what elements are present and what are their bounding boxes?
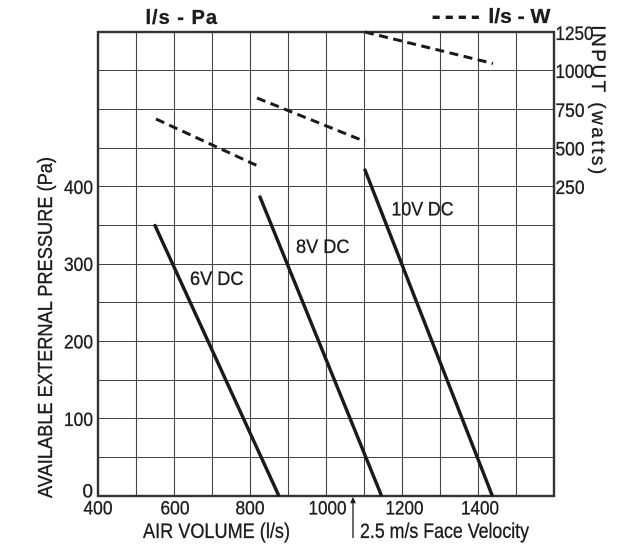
svg-text:100: 100 [64,410,93,431]
svg-text:500: 500 [556,140,585,161]
svg-text:AVAILABLE EXTERNAL PRESSURE (P: AVAILABLE EXTERNAL PRESSURE (Pa) [35,157,57,498]
svg-text:600: 600 [161,499,190,520]
svg-text:1000: 1000 [556,62,594,83]
svg-text:8V DC: 8V DC [296,237,350,258]
svg-text:1200: 1200 [386,499,424,520]
svg-text:0: 0 [83,482,94,503]
svg-text:AIR VOLUME (l/s): AIR VOLUME (l/s) [143,520,290,543]
svg-text:800: 800 [236,499,265,520]
svg-text:INPUT (watts): INPUT (watts) [587,25,608,176]
svg-text:400: 400 [64,178,93,199]
svg-text:1400: 1400 [461,499,499,520]
svg-text:300: 300 [64,255,93,276]
svg-text:2.5 m/s Face Velocity: 2.5 m/s Face Velocity [360,520,529,543]
svg-text:1250: 1250 [556,24,594,45]
svg-text:200: 200 [64,333,93,354]
svg-text:l/s - Pa: l/s - Pa [146,7,218,29]
svg-text:1000: 1000 [309,499,347,520]
svg-text:6V DC: 6V DC [190,269,244,290]
svg-text:400: 400 [84,499,113,520]
svg-text:10V DC: 10V DC [392,200,454,221]
svg-text:250: 250 [556,178,585,199]
svg-text:750: 750 [556,101,585,122]
svg-text:l/s - W: l/s - W [488,6,550,28]
